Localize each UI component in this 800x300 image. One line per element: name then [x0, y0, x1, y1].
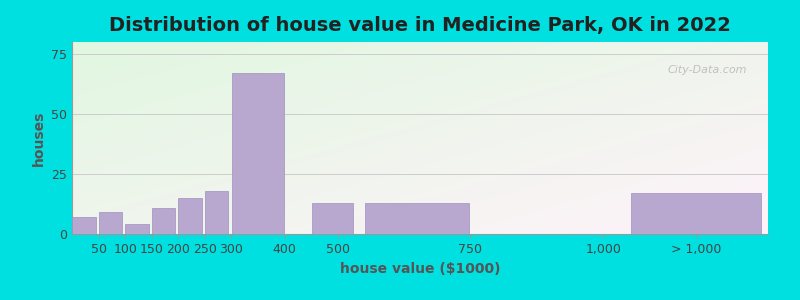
Bar — [311, 203, 353, 234]
X-axis label: house value ($1000): house value ($1000) — [340, 262, 500, 276]
Text: City-Data.com: City-Data.com — [668, 65, 747, 75]
Bar — [99, 212, 122, 234]
Bar — [152, 208, 175, 234]
Bar — [232, 73, 284, 234]
Title: Distribution of house value in Medicine Park, OK in 2022: Distribution of house value in Medicine … — [109, 16, 731, 35]
Bar — [631, 193, 762, 234]
Bar — [178, 198, 202, 234]
Y-axis label: houses: houses — [31, 110, 46, 166]
Bar — [205, 191, 229, 234]
Bar — [72, 217, 96, 234]
Bar — [126, 224, 149, 234]
Bar — [366, 203, 470, 234]
